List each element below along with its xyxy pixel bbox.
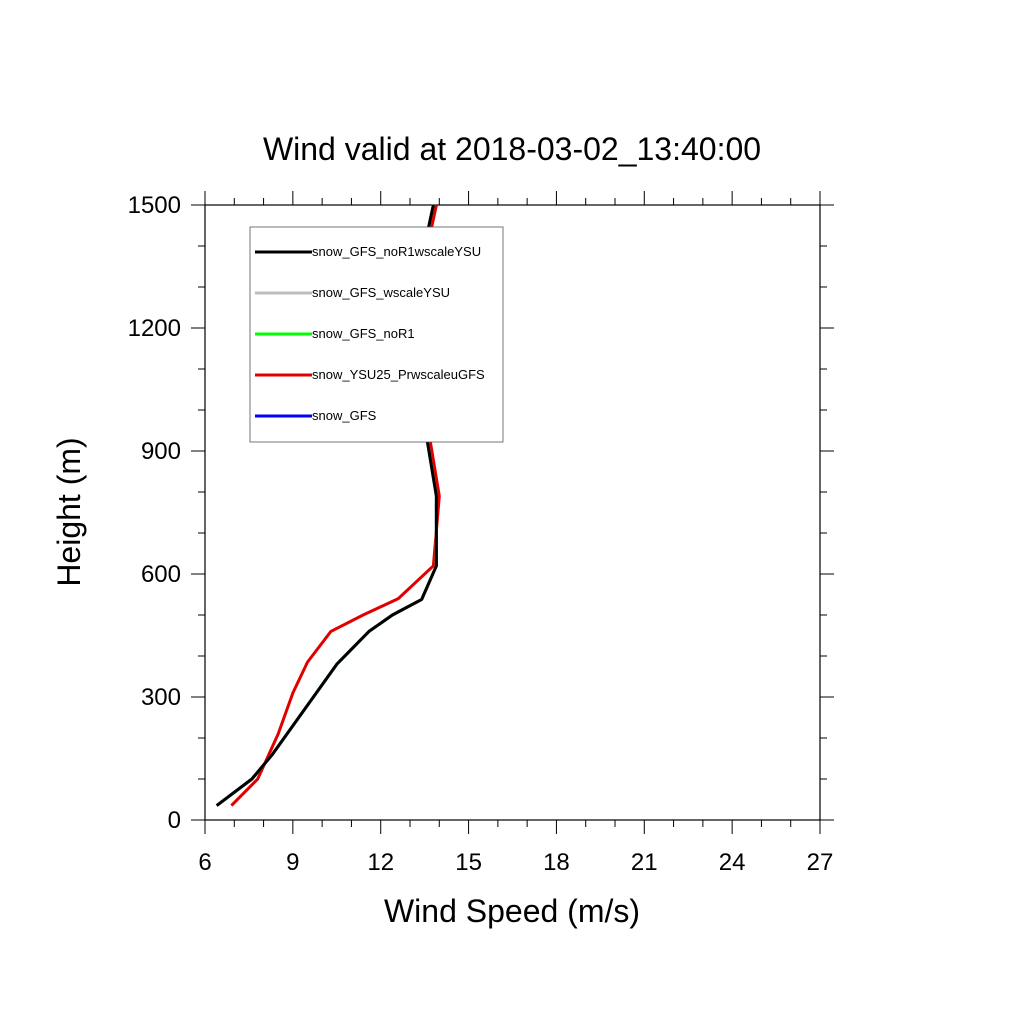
y-axis-label: Height (m) <box>51 437 87 586</box>
x-tick-label: 9 <box>286 849 299 876</box>
x-tick-label: 6 <box>198 849 211 876</box>
x-axis: 6 9 12 15 18 21 24 27 <box>198 191 833 876</box>
legend-label: snow_GFS <box>312 408 377 423</box>
y-axis: 0 300 600 900 1200 1500 <box>128 192 834 834</box>
plot-frame <box>204 204 821 821</box>
y-tick-label: 1500 <box>128 192 181 219</box>
y-tick-label: 300 <box>141 684 181 711</box>
chart-title: Wind valid at 2018-03-02_13:40:00 <box>263 131 761 167</box>
x-tick-label: 27 <box>807 849 834 876</box>
x-tick-label: 21 <box>631 849 658 876</box>
x-tick-label: 12 <box>367 849 394 876</box>
x-tick-label: 18 <box>543 849 570 876</box>
y-tick-label: 0 <box>168 807 181 834</box>
x-axis-label: Wind Speed (m/s) <box>384 893 640 929</box>
y-tick-label: 1200 <box>128 315 181 342</box>
legend: snow_GFS_noR1wscaleYSU snow_GFS_wscaleYSU… <box>249 226 504 443</box>
x-tick-label: 24 <box>719 849 746 876</box>
legend-label: snow_GFS_noR1wscaleYSU <box>312 244 481 259</box>
legend-label: snow_YSU25_PrwscaleuGFS <box>312 367 485 382</box>
legend-label: snow_GFS_noR1 <box>312 326 415 341</box>
x-tick-label: 15 <box>455 849 482 876</box>
plot-area <box>204 204 821 821</box>
y-tick-label: 600 <box>141 561 181 588</box>
y-tick-label: 900 <box>141 438 181 465</box>
legend-label: snow_GFS_wscaleYSU <box>312 285 450 300</box>
